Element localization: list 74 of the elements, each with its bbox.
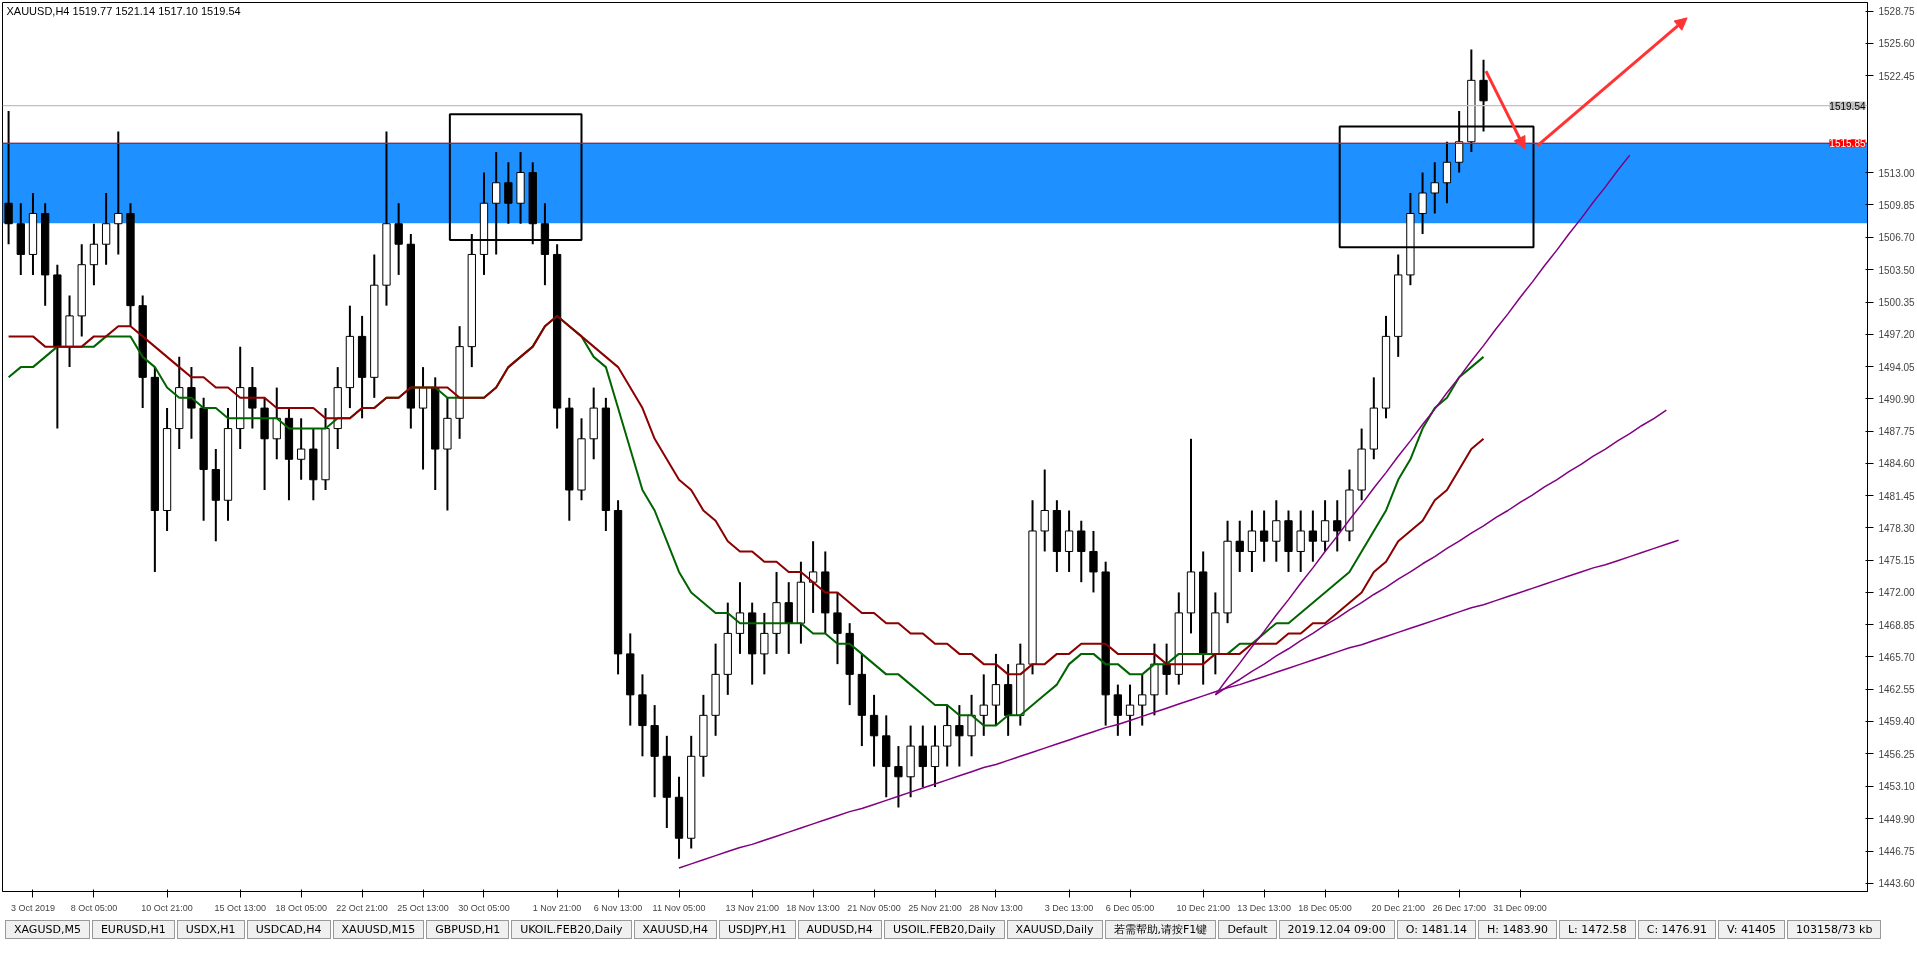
- x-tick-label: 18 Oct 05:00: [275, 902, 327, 913]
- text: C: 1476.91: [1637, 920, 1717, 939]
- y-tick-label: 1468.85: [1878, 619, 1916, 631]
- text: GBPUSD,H1: [426, 920, 510, 939]
- text: 103158/73 kb: [1786, 920, 1882, 939]
- y-tick-label: 1494.05: [1878, 361, 1916, 373]
- chart-title: XAUUSD,H4 1519.77 1521.14 1517.10 1519.54: [6, 4, 241, 17]
- text: XAUUSD,Daily: [1006, 920, 1103, 939]
- x-tick-label: 22 Oct 21:00: [336, 902, 388, 913]
- text: H: 1483.90: [1477, 920, 1557, 939]
- y-tick-label: 1513.00: [1878, 167, 1916, 179]
- text: XAGUSD,M5: [5, 920, 90, 939]
- x-tick-label: 31 Dec 09:00: [1493, 902, 1547, 913]
- y-tick-label: 1503.50: [1878, 264, 1916, 276]
- x-tick-label: 13 Nov 21:00: [725, 902, 779, 913]
- x-tick-label: 28 Nov 13:00: [969, 902, 1023, 913]
- x-tick-label: 3 Dec 13:00: [1044, 902, 1094, 913]
- x-tick-label: 25 Oct 13:00: [397, 902, 449, 913]
- text: USDCAD,H4: [246, 920, 331, 939]
- ref-line-label: 1515.85: [1829, 138, 1866, 150]
- x-tick-label: 6 Nov 13:00: [593, 902, 643, 913]
- y-tick-label: 1522.45: [1878, 70, 1916, 82]
- text: 若需帮助,请按F1键: [1104, 920, 1217, 939]
- x-tick-label: 1 Nov 21:00: [532, 902, 582, 913]
- x-tick-label: 18 Nov 13:00: [786, 902, 840, 913]
- y-tick-label: 1459.40: [1878, 716, 1916, 728]
- x-tick-label: 30 Oct 05:00: [458, 902, 510, 913]
- x-tick-label: 18 Dec 05:00: [1298, 902, 1352, 913]
- y-tick-label: 1487.75: [1878, 426, 1916, 438]
- text: O: 1481.14: [1396, 920, 1476, 939]
- text: Default: [1218, 920, 1277, 939]
- text: V: 41405: [1718, 920, 1785, 939]
- x-tick-label: 3 Oct 2019: [10, 902, 55, 913]
- ref-line-label: 1519.54: [1829, 100, 1866, 112]
- y-tick-label: 1456.25: [1878, 748, 1916, 760]
- text: UKOIL.FEB20,Daily: [511, 920, 632, 939]
- x-tick-label: 15 Oct 13:00: [214, 902, 266, 913]
- y-tick-label: 1481.45: [1878, 490, 1916, 502]
- y-tick-label: 1449.90: [1878, 813, 1916, 825]
- text: USOIL.FEB20,Daily: [883, 920, 1005, 939]
- x-tick-label: 13 Dec 13:00: [1237, 902, 1291, 913]
- text: AUDUSD,H4: [797, 920, 882, 939]
- y-tick-label: 1462.55: [1878, 684, 1916, 696]
- y-tick-label: 1446.75: [1878, 846, 1916, 858]
- y-tick-label: 1443.60: [1878, 878, 1916, 890]
- y-tick-label: 1528.75: [1878, 6, 1916, 18]
- x-tick-label: 20 Dec 21:00: [1371, 902, 1425, 913]
- text: USDJPY,H1: [718, 920, 796, 939]
- y-tick-label: 1525.60: [1878, 38, 1916, 50]
- text: USDX,H1: [176, 920, 245, 939]
- x-tick-label: 21 Nov 05:00: [847, 902, 901, 913]
- x-tick-label: 11 Nov 05:00: [652, 902, 706, 913]
- y-tick-label: 1509.85: [1878, 199, 1916, 211]
- y-tick-label: 1453.10: [1878, 781, 1916, 793]
- y-tick-label: 1490.90: [1878, 393, 1916, 405]
- x-tick-label: 10 Oct 21:00: [141, 902, 193, 913]
- text: XAUUSD,M15: [332, 920, 425, 939]
- y-tick-label: 1475.15: [1878, 555, 1916, 567]
- x-tick-label: 8 Oct 05:00: [70, 902, 118, 913]
- x-tick-label: 25 Nov 21:00: [908, 902, 962, 913]
- y-tick-label: 1472.00: [1878, 587, 1916, 599]
- x-tick-label: 6 Dec 05:00: [1105, 902, 1155, 913]
- text: 2019.12.04 09:00: [1278, 920, 1395, 939]
- text: L: 1472.58: [1558, 920, 1636, 939]
- y-tick-label: 1506.70: [1878, 232, 1916, 244]
- x-tick-label: 26 Dec 17:00: [1432, 902, 1486, 913]
- x-tick-label: 10 Dec 21:00: [1176, 902, 1230, 913]
- text: XAUUSD,H4: [633, 920, 717, 939]
- text: EURUSD,H1: [91, 920, 175, 939]
- y-tick-label: 1497.20: [1878, 329, 1916, 341]
- y-tick-label: 1465.70: [1878, 651, 1916, 663]
- y-tick-label: 1484.60: [1878, 458, 1916, 470]
- y-tick-label: 1478.30: [1878, 522, 1916, 534]
- y-tick-label: 1500.35: [1878, 297, 1916, 309]
